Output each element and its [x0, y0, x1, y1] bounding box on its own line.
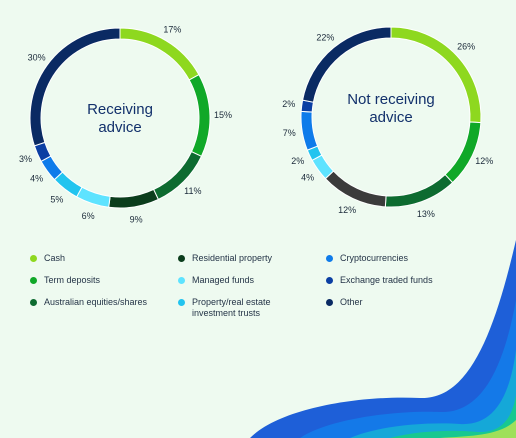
slice-data-label: 2%	[282, 99, 295, 109]
slice-data-label: 26%	[457, 41, 475, 51]
donut-title-text: Not receiving advice	[347, 91, 435, 126]
slice-data-label: 15%	[214, 110, 232, 120]
donut-slice	[302, 26, 392, 103]
slice-data-label: 12%	[338, 205, 356, 215]
slice-data-label: 13%	[417, 209, 435, 219]
donut-title-not-receiving: Not receiving advice	[346, 91, 436, 127]
donut-slice	[324, 170, 387, 208]
slice-data-label: 17%	[163, 24, 181, 34]
slice-data-label: 2%	[291, 156, 304, 166]
slice-data-label: 5%	[50, 194, 63, 204]
slice-data-label: 3%	[19, 154, 32, 164]
donut-slice	[108, 188, 159, 209]
donut-slice	[188, 73, 211, 157]
slice-data-label: 6%	[82, 211, 95, 221]
donut-not-receiving-advice: 26% 12% 13% 12% 4% 2% 7% 2% 22%	[282, 26, 493, 219]
decorative-wave	[250, 240, 516, 438]
slice-data-label: 7%	[283, 128, 296, 138]
donut-slice	[75, 186, 111, 208]
slice-data-label: 30%	[28, 52, 46, 62]
donut-title-receiving: Receiving advice	[75, 101, 165, 137]
donut-slice	[444, 121, 482, 184]
donut-title-text: Receiving advice	[87, 101, 153, 136]
donut-slice	[119, 27, 200, 81]
donut-slice	[29, 27, 121, 147]
slice-data-label: 4%	[301, 173, 314, 183]
slice-data-label: 4%	[30, 174, 43, 184]
slice-data-label: 11%	[184, 186, 201, 196]
slice-data-label: 12%	[475, 156, 493, 166]
donut-slice	[300, 110, 319, 151]
donut-receiving-advice: 17% 15% 11% 9% 6% 5% 4% 3% 30%	[19, 24, 232, 224]
slice-data-label: 9%	[130, 215, 143, 225]
slice-data-label: 22%	[316, 33, 334, 43]
donut-slice	[384, 173, 454, 208]
